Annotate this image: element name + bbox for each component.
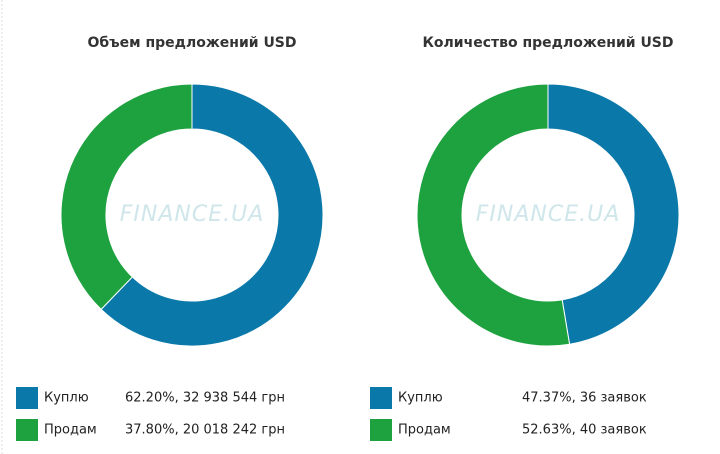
legend-swatch xyxy=(16,419,38,441)
donut-slice xyxy=(60,83,193,311)
chart-title: Объем предложений USD xyxy=(87,35,296,51)
donut-slice xyxy=(547,83,680,345)
legend-value: 47.37%, 36 заявок xyxy=(522,391,647,406)
legend-label: Куплю xyxy=(44,391,89,406)
legend-label: Куплю xyxy=(398,391,443,406)
watermark: FINANCE.UA xyxy=(476,202,621,227)
legend-swatch xyxy=(16,387,38,409)
legend-value: 62.20%, 32 938 544 грн xyxy=(125,391,285,406)
legend-label: Продам xyxy=(44,423,97,438)
legend-value: 37.80%, 20 018 242 грн xyxy=(125,423,285,438)
legend-value: 52.63%, 40 заявок xyxy=(522,423,647,438)
watermark: FINANCE.UA xyxy=(120,202,265,227)
chart-title: Количество предложений USD xyxy=(422,35,673,51)
legend-swatch xyxy=(370,419,392,441)
legend-swatch xyxy=(370,387,392,409)
donut-slice xyxy=(100,83,324,347)
donut-slice xyxy=(416,83,571,347)
legend-label: Продам xyxy=(398,423,451,438)
